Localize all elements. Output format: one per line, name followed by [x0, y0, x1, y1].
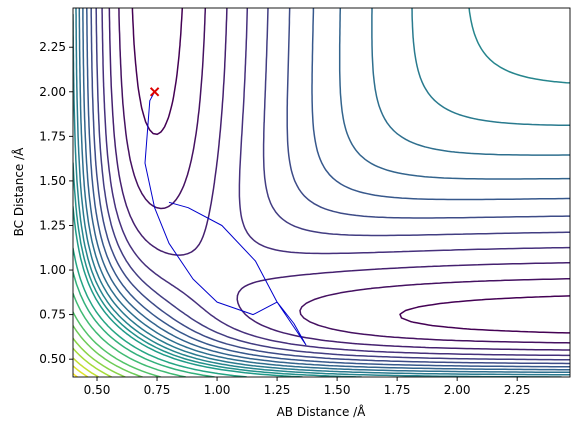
y-tick-label: 0.50: [39, 352, 66, 366]
x-tick-label: 2.00: [444, 383, 471, 397]
x-tick-label: 1.50: [324, 383, 351, 397]
y-tick-label: 1.75: [39, 129, 66, 143]
contour-level-20: [73, 357, 100, 377]
y-tick-label: 1.00: [39, 263, 66, 277]
contour-level-12: [73, 206, 303, 377]
contour-level-15: [73, 292, 187, 377]
contour-level-9: [75, 8, 570, 376]
contour-level-7: [82, 8, 570, 371]
contour-lines: [73, 8, 570, 377]
x-axis-ticks: 0.50 0.75 1.00 1.25 1.50 1.75 2.00 2.25: [84, 377, 531, 397]
trajectory-group: [144, 91, 307, 346]
y-tick-label: 0.75: [39, 308, 66, 322]
contour-level-4: [95, 8, 570, 361]
contour-level-2: [108, 8, 570, 351]
contour-level-11: [73, 162, 363, 377]
x-tick-label: 1.00: [204, 383, 231, 397]
contour-level-3: [101, 8, 570, 357]
y-tick-label: 2.25: [39, 40, 66, 54]
x-tick-label: 1.25: [264, 383, 291, 397]
y-tick-label: 2.00: [39, 85, 66, 99]
contour-level-0: [131, 8, 570, 334]
trajectory-line: [144, 91, 307, 346]
y-axis-ticks: 0.50 0.75 1.00 1.25 1.50 1.75 2.00 2.25: [39, 40, 73, 366]
contour-level-16: [73, 311, 162, 377]
x-axis-label: AB Distance /Å: [277, 404, 367, 419]
start-marker: [149, 87, 160, 97]
contour-level-8: [78, 8, 570, 374]
contour-level-21: [73, 365, 89, 377]
y-axis-label: BC Distance /Å: [11, 147, 26, 237]
x-tick-label: 1.75: [384, 383, 411, 397]
contour-level-6: [86, 8, 570, 368]
y-tick-label: 1.25: [39, 218, 66, 232]
x-tick-label: 0.50: [84, 383, 111, 397]
x-tick-label: 2.25: [504, 383, 531, 397]
start-marker-stroke: [149, 87, 160, 97]
plot-frame: [72, 7, 571, 378]
contour-level-1: [118, 8, 570, 344]
x-tick-label: 0.75: [144, 383, 171, 397]
y-tick-label: 1.50: [39, 174, 66, 188]
contour-level-14: [73, 271, 216, 377]
contour-level-18: [73, 337, 126, 377]
contour-level-5: [90, 8, 570, 365]
